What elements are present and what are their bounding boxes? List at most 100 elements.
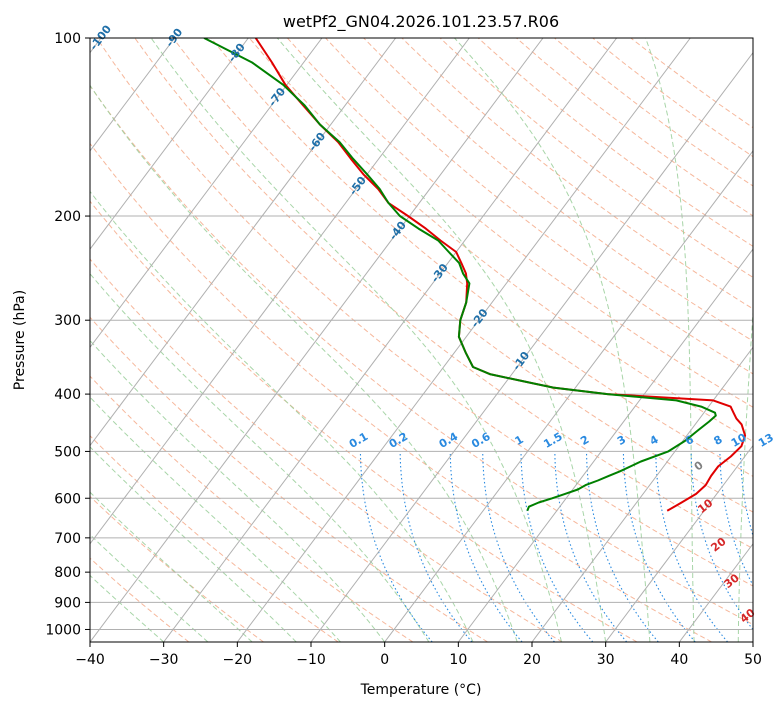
mixing-ratio-label: 8 <box>712 433 725 448</box>
profile-lines <box>203 38 747 512</box>
mixing-ratio-line <box>554 451 628 642</box>
isotherm <box>384 150 753 642</box>
isobar-gridlines <box>90 38 753 630</box>
plot-frame <box>89 37 754 643</box>
y-tick-label: 900 <box>54 595 81 611</box>
moist-adiabat <box>90 396 341 642</box>
mixing-ratio-line <box>482 451 555 642</box>
isotherm-label: -20 <box>468 306 491 330</box>
x-axis-ticks: −40 −30 −20 −10 0 10 20 30 40 50 <box>75 642 762 668</box>
mixing-ratio-label: 1.5 <box>541 430 564 451</box>
isotherm <box>90 38 176 152</box>
isotherm <box>90 38 249 250</box>
moist-adiabat <box>90 534 209 642</box>
dry-adiabat <box>90 84 753 626</box>
isotherm-lines <box>90 38 753 642</box>
dry-adiabat <box>90 258 563 642</box>
moist-adiabat <box>90 446 297 642</box>
isotherm <box>457 248 753 642</box>
dry-adiabat <box>248 38 753 442</box>
mixing-ratio-line <box>719 451 753 587</box>
isotherm <box>678 542 753 642</box>
isotherm-label: -60 <box>306 130 329 154</box>
dry-adiabat <box>287 38 753 408</box>
dewpoint-line <box>203 38 717 512</box>
dry-adiabat <box>90 495 264 642</box>
moist-adiabat <box>645 38 695 642</box>
mixing-ratio-label: 0.6 <box>469 430 493 451</box>
dry-adiabat <box>90 142 712 642</box>
y-tick-label: 200 <box>54 209 81 225</box>
dry-adiabat <box>134 38 753 550</box>
dry-adiabat <box>90 200 638 642</box>
mixing-ratio-label: 0.2 <box>387 430 410 451</box>
dry-adiabat <box>477 38 753 247</box>
isotherm-label: -70 <box>266 85 289 109</box>
dry-adiabat <box>363 38 753 342</box>
isotherm <box>752 641 753 642</box>
moist-adiabat <box>90 339 386 642</box>
y-tick-label: 500 <box>54 444 81 460</box>
isotherm <box>90 38 397 447</box>
mixing-ratio-lines <box>359 451 753 642</box>
x-tick-label: 40 <box>670 652 688 668</box>
isotherm <box>90 38 470 545</box>
dry-adiabat <box>90 316 488 642</box>
moist-adiabat <box>90 84 518 642</box>
isotherm-label: -10 <box>510 349 533 373</box>
isotherm <box>531 346 753 642</box>
mixing-ratio-label: 1 <box>513 433 526 448</box>
chart-title: wetPf2_GN04.2026.101.23.57.R06 <box>283 12 559 32</box>
dry-adiabat-lines <box>90 38 753 642</box>
moist-adiabat <box>454 38 651 642</box>
moist-adiabat <box>150 38 562 642</box>
x-tick-label: −20 <box>223 652 253 668</box>
dry-adiabat <box>401 38 753 310</box>
y-tick-label: 300 <box>54 313 81 329</box>
moist-adiabat <box>276 38 607 642</box>
dry-adiabat <box>172 38 753 513</box>
moist-adiabat-label: 0 <box>692 458 706 473</box>
x-tick-label: −40 <box>75 652 105 668</box>
mixing-ratio-line <box>399 451 473 642</box>
y-tick-label: 600 <box>54 491 81 507</box>
dry-adiabat <box>210 38 753 477</box>
isotherm <box>310 51 753 642</box>
moist-adiabat-label: 40 <box>738 606 758 626</box>
mixing-ratio-line <box>359 451 433 642</box>
x-axis-label: Temperature (°C) <box>360 682 482 698</box>
isotherm-label: -30 <box>429 261 452 285</box>
dry-adiabat <box>554 38 753 187</box>
isotherm <box>90 38 323 349</box>
mixing-ratio-label: 0.1 <box>347 430 370 451</box>
isotherm-label: -40 <box>387 219 410 243</box>
isotherm <box>163 38 618 642</box>
x-tick-label: 0 <box>380 652 389 668</box>
x-tick-label: 20 <box>523 652 541 668</box>
isotherm <box>236 38 691 642</box>
y-axis-label: Pressure (hPa) <box>12 290 28 390</box>
y-tick-label: 100 <box>54 31 81 47</box>
mixing-ratio-line <box>520 451 594 642</box>
dry-adiabat <box>90 375 414 642</box>
line-labels: -100 -90-80-70-60-50-40-30-20-100.1 0.2 0.4… <box>87 23 775 626</box>
mixing-ratio-line <box>449 451 523 642</box>
mixing-ratio-line <box>585 451 659 642</box>
x-tick-label: −10 <box>296 652 326 668</box>
dry-adiabat <box>96 38 753 587</box>
isotherm <box>605 444 753 642</box>
isotherm-label: -80 <box>226 41 249 65</box>
y-tick-label: 800 <box>54 565 81 581</box>
y-axis-ticks: 1000 900 800 700 600 500 400 300 200 100 <box>45 31 90 638</box>
mixing-ratio-line <box>655 451 729 642</box>
dry-adiabat <box>90 557 190 642</box>
moist-adiabat <box>90 272 430 642</box>
mixing-ratio-line <box>622 451 696 642</box>
y-tick-label: 700 <box>54 531 81 547</box>
mixing-ratio-label: 13 <box>756 431 775 450</box>
dry-adiabat <box>90 435 339 642</box>
x-tick-label: 30 <box>597 652 615 668</box>
moist-adiabat-lines <box>90 38 753 642</box>
dry-adiabat <box>439 38 753 278</box>
